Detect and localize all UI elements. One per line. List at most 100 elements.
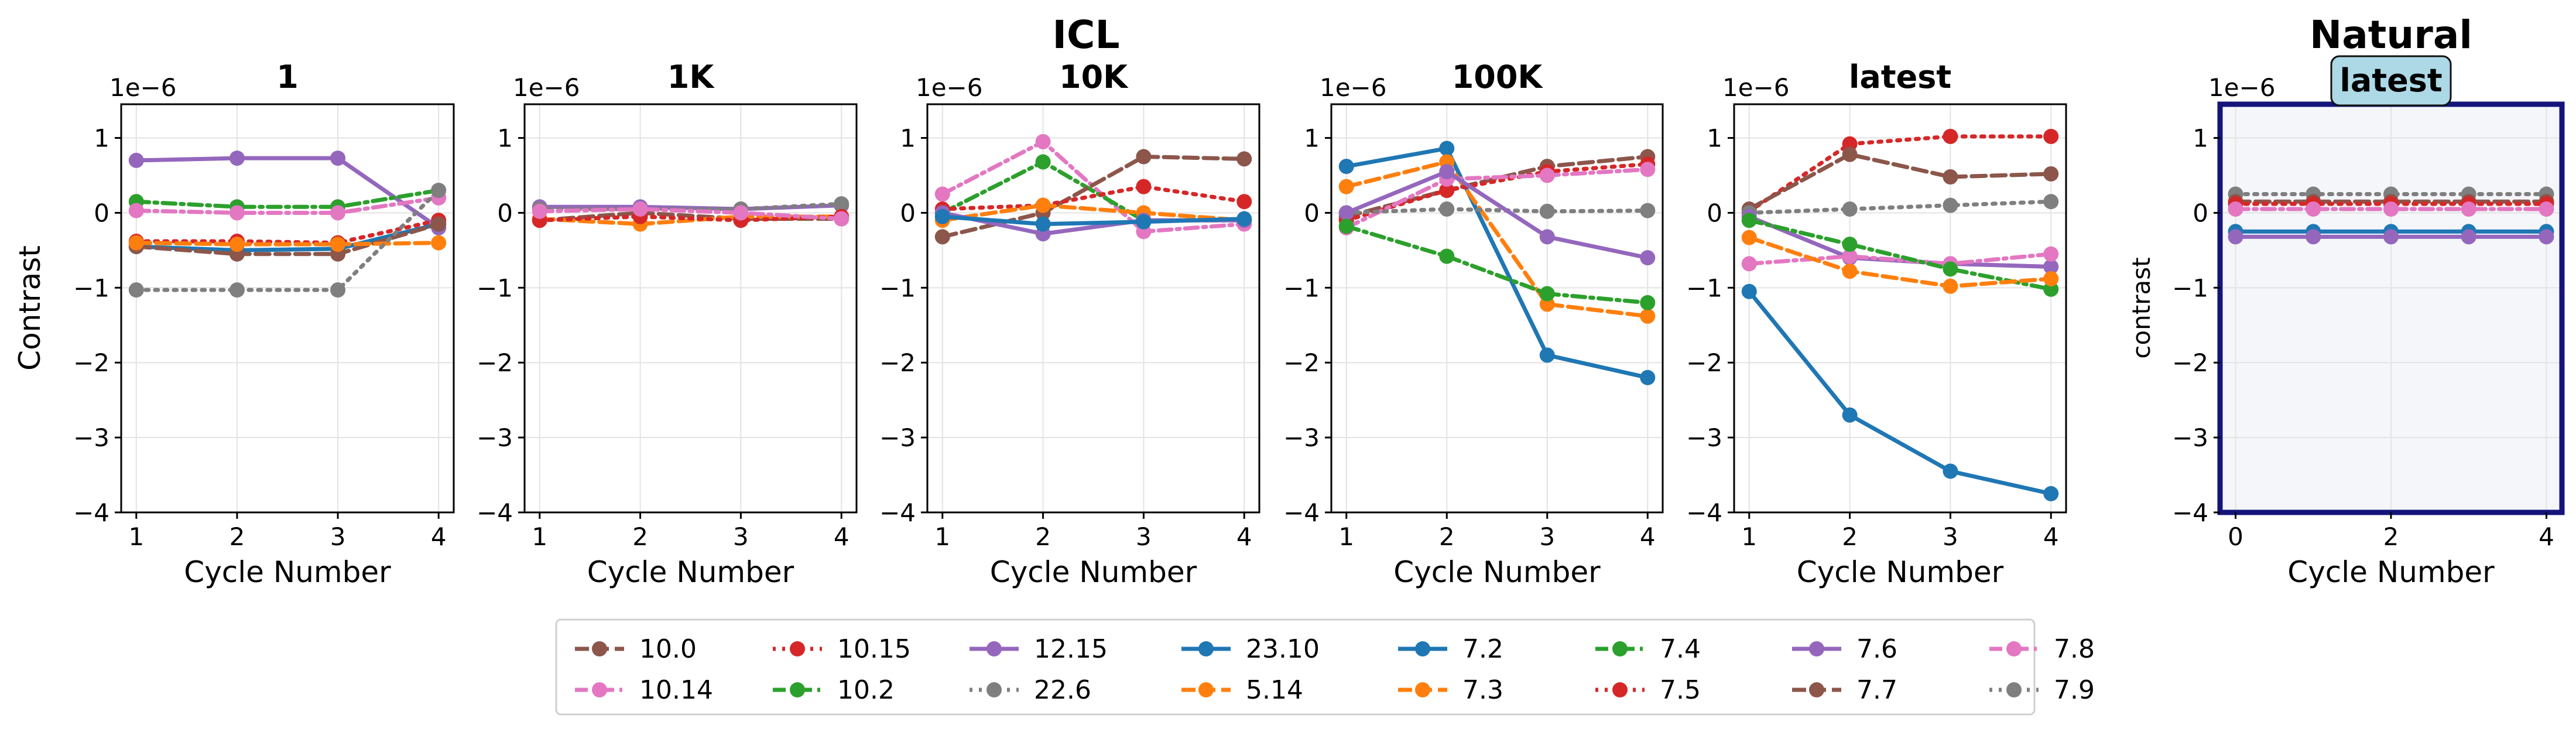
data-point-7.9 bbox=[1539, 203, 1555, 219]
data-point-7.8 bbox=[2461, 201, 2476, 217]
x-axis-label: Cycle Number bbox=[1797, 555, 2004, 589]
data-point-7.5 bbox=[1136, 179, 1152, 194]
data-point-7.4 bbox=[1943, 261, 1958, 277]
series-group bbox=[532, 196, 849, 232]
data-point-7.2 bbox=[1439, 141, 1455, 156]
x-tick-label: 4 bbox=[834, 522, 849, 551]
y-tick-label: −4 bbox=[1686, 498, 1722, 527]
subplot-0: −4 −3 −2 −1 0 1 1 2 3 4 1e−6 Cycle Number 1 Contrast bbox=[13, 59, 455, 589]
y-tick-label: −4 bbox=[2172, 498, 2208, 527]
legend-marker bbox=[2006, 641, 2022, 656]
legend-entry-7.5: 7.5 bbox=[1595, 675, 1701, 705]
subplot-title: latest bbox=[1849, 59, 1951, 95]
series-line-7.4 bbox=[940, 159, 1246, 223]
data-point-7.2 bbox=[1539, 347, 1555, 363]
subplot-title: latest bbox=[2339, 62, 2442, 99]
x-tick-label: 2 bbox=[1842, 522, 1858, 551]
legend-marker bbox=[1612, 682, 1628, 697]
subplot-3: −4 −3 −2 −1 0 1 1 2 3 4 1e−6 Cycle Number 100K bbox=[1283, 59, 1664, 589]
series-line-5.14 bbox=[940, 203, 1246, 223]
legend-marker bbox=[1198, 682, 1214, 697]
data-point-7.8 bbox=[2539, 201, 2554, 217]
data-point-23.10 bbox=[1136, 214, 1152, 230]
legend-marker bbox=[1415, 641, 1430, 656]
data-point-22.6 bbox=[128, 282, 144, 298]
series-line-7.5 bbox=[1344, 162, 1650, 223]
legend-marker bbox=[592, 641, 607, 656]
y-tick-label: 0 bbox=[2193, 199, 2208, 227]
data-point-7.9 bbox=[1842, 201, 1858, 217]
data-point-7.3 bbox=[1842, 264, 1858, 279]
y-axis-label: Contrast bbox=[13, 245, 47, 371]
x-tick-label: 4 bbox=[2043, 522, 2059, 551]
data-point-7.8 bbox=[128, 203, 144, 218]
legend-entry-10.14: 10.14 bbox=[575, 675, 713, 705]
y-tick-label: −3 bbox=[879, 423, 916, 452]
data-point-7.7 bbox=[2043, 166, 2059, 182]
x-axis-label: Cycle Number bbox=[2287, 555, 2495, 589]
y-tick-label: 1 bbox=[2193, 124, 2208, 153]
y-tick-label: −1 bbox=[879, 273, 916, 302]
legend-entry-22.6: 22.6 bbox=[970, 675, 1091, 705]
data-point-7.2 bbox=[2043, 486, 2059, 502]
x-tick-label: 2 bbox=[1439, 522, 1455, 551]
offset-label: 1e−6 bbox=[1722, 73, 1789, 102]
data-point-23.10 bbox=[934, 208, 950, 224]
series-line-7.5 bbox=[1747, 134, 2053, 214]
series-line-7.4 bbox=[134, 188, 441, 209]
series-line-7.9 bbox=[1747, 199, 2053, 215]
legend-marker bbox=[1809, 641, 1824, 656]
group-title-icl: ICL bbox=[1052, 12, 1119, 57]
series-line-7.2 bbox=[1344, 146, 1650, 380]
data-point-7.3 bbox=[2043, 271, 2059, 286]
subplot-1: −4 −3 −2 −1 0 1 1 2 3 4 1e−6 Cycle Number 1K bbox=[477, 59, 858, 589]
legend-entry-10.0: 10.0 bbox=[575, 634, 697, 664]
legend-marker bbox=[1198, 641, 1214, 656]
y-tick-label: −2 bbox=[1283, 348, 1320, 377]
series-line-7.9 bbox=[1344, 207, 1650, 215]
series-line-7.5 bbox=[940, 184, 1246, 211]
group-titles: ICL Natural bbox=[1052, 12, 2472, 57]
data-point-22.6 bbox=[229, 282, 245, 298]
offset-label: 1e−6 bbox=[1320, 73, 1386, 102]
y-tick-label: −3 bbox=[2172, 423, 2208, 452]
data-point-7.8 bbox=[1842, 248, 1858, 264]
ticks: −4 −3 −2 −1 0 1 0 2 4 bbox=[2172, 124, 2554, 551]
data-point-7.3 bbox=[1741, 230, 1757, 245]
legend-label: 10.14 bbox=[639, 675, 713, 705]
series-group bbox=[934, 134, 1252, 245]
data-point-7.3 bbox=[1338, 179, 1354, 194]
data-point-10.0 bbox=[934, 229, 950, 245]
legend-entry-7.9: 7.9 bbox=[1989, 675, 2095, 705]
y-tick-label: 1 bbox=[900, 124, 916, 153]
axes-frame bbox=[120, 103, 455, 514]
y-axis-label: contrast bbox=[2127, 257, 2156, 358]
group-title-natural: Natural bbox=[2310, 12, 2472, 57]
series-line-7.3 bbox=[1747, 235, 2053, 289]
series-line-7.8 bbox=[134, 196, 441, 215]
legend-marker bbox=[1809, 682, 1824, 697]
series-line-12.15 bbox=[134, 156, 441, 230]
data-point-10.0 bbox=[431, 216, 447, 232]
x-axis-label: Cycle Number bbox=[1393, 555, 1601, 589]
y-tick-label: 0 bbox=[1304, 199, 1320, 227]
data-point-7.5 bbox=[1439, 183, 1455, 199]
legend-marker bbox=[592, 682, 607, 697]
x-axis-label: Cycle Number bbox=[587, 555, 794, 589]
data-point-12.15 bbox=[2383, 229, 2399, 245]
subplot-title: 1K bbox=[667, 59, 715, 95]
axes-frame bbox=[523, 103, 858, 514]
x-tick-label: 2 bbox=[632, 522, 648, 551]
y-tick-label: −4 bbox=[73, 498, 109, 527]
y-tick-label: 1 bbox=[497, 124, 513, 153]
y-tick-label: −3 bbox=[73, 423, 109, 452]
x-tick-label: 4 bbox=[1236, 522, 1252, 551]
series-group bbox=[1741, 128, 2059, 502]
subplot-title: 10K bbox=[1059, 59, 1129, 95]
data-point-7.6 bbox=[2043, 259, 2059, 275]
legend-entry-7.2: 7.2 bbox=[1398, 634, 1503, 664]
series-line-22.6 bbox=[134, 188, 441, 292]
data-point-7.2 bbox=[1640, 370, 1656, 385]
data-point-7.7 bbox=[1943, 169, 1958, 185]
ticks: −4 −3 −2 −1 0 1 1 2 3 4 bbox=[477, 124, 849, 551]
